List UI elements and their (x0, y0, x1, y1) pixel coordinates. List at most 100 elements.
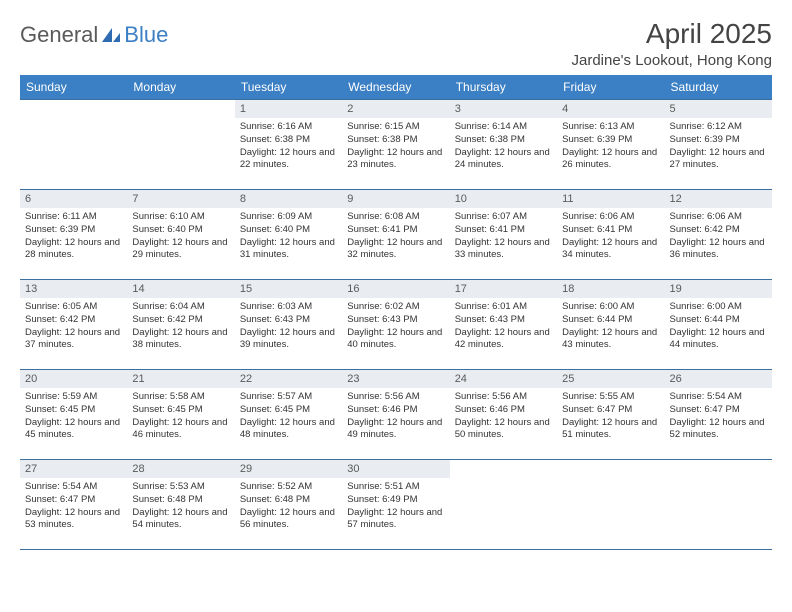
day-details: Sunrise: 6:15 AMSunset: 6:38 PMDaylight:… (342, 118, 449, 176)
calendar-week-row: 27Sunrise: 5:54 AMSunset: 6:47 PMDayligh… (20, 460, 772, 550)
location: Jardine's Lookout, Hong Kong (571, 52, 772, 69)
calendar-day-cell: 23Sunrise: 5:56 AMSunset: 6:46 PMDayligh… (342, 370, 449, 460)
day-details: Sunrise: 6:08 AMSunset: 6:41 PMDaylight:… (342, 208, 449, 266)
day-details: Sunrise: 6:10 AMSunset: 6:40 PMDaylight:… (127, 208, 234, 266)
day-details: Sunrise: 5:52 AMSunset: 6:48 PMDaylight:… (235, 478, 342, 536)
day-number: 10 (450, 190, 557, 208)
calendar-day-cell: 27Sunrise: 5:54 AMSunset: 6:47 PMDayligh… (20, 460, 127, 550)
calendar-day-cell: 17Sunrise: 6:01 AMSunset: 6:43 PMDayligh… (450, 280, 557, 370)
calendar-day-cell: 28Sunrise: 5:53 AMSunset: 6:48 PMDayligh… (127, 460, 234, 550)
day-number: 15 (235, 280, 342, 298)
day-number: 18 (557, 280, 664, 298)
calendar-day-cell: 29Sunrise: 5:52 AMSunset: 6:48 PMDayligh… (235, 460, 342, 550)
day-details: Sunrise: 6:06 AMSunset: 6:41 PMDaylight:… (557, 208, 664, 266)
weekday-header: Friday (557, 75, 664, 100)
day-number: 9 (342, 190, 449, 208)
calendar-day-cell: 16Sunrise: 6:02 AMSunset: 6:43 PMDayligh… (342, 280, 449, 370)
calendar-day-cell: 26Sunrise: 5:54 AMSunset: 6:47 PMDayligh… (665, 370, 772, 460)
calendar-day-cell: 21Sunrise: 5:58 AMSunset: 6:45 PMDayligh… (127, 370, 234, 460)
day-details: Sunrise: 6:06 AMSunset: 6:42 PMDaylight:… (665, 208, 772, 266)
calendar-day-cell: 12Sunrise: 6:06 AMSunset: 6:42 PMDayligh… (665, 190, 772, 280)
logo-text-general: General (20, 22, 98, 48)
day-number: 28 (127, 460, 234, 478)
calendar-day-cell: 18Sunrise: 6:00 AMSunset: 6:44 PMDayligh… (557, 280, 664, 370)
day-number: 12 (665, 190, 772, 208)
day-number: 3 (450, 100, 557, 118)
calendar-day-cell: 20Sunrise: 5:59 AMSunset: 6:45 PMDayligh… (20, 370, 127, 460)
calendar-day-cell: 4Sunrise: 6:13 AMSunset: 6:39 PMDaylight… (557, 100, 664, 190)
calendar-day-cell: 25Sunrise: 5:55 AMSunset: 6:47 PMDayligh… (557, 370, 664, 460)
day-number: 26 (665, 370, 772, 388)
day-number: 21 (127, 370, 234, 388)
calendar-week-row: 20Sunrise: 5:59 AMSunset: 6:45 PMDayligh… (20, 370, 772, 460)
calendar-week-row: 13Sunrise: 6:05 AMSunset: 6:42 PMDayligh… (20, 280, 772, 370)
weekday-header-row: SundayMondayTuesdayWednesdayThursdayFrid… (20, 75, 772, 100)
calendar-day-cell: 10Sunrise: 6:07 AMSunset: 6:41 PMDayligh… (450, 190, 557, 280)
month-title: April 2025 (571, 18, 772, 50)
calendar-day-cell: 6Sunrise: 6:11 AMSunset: 6:39 PMDaylight… (20, 190, 127, 280)
calendar-day-cell: 15Sunrise: 6:03 AMSunset: 6:43 PMDayligh… (235, 280, 342, 370)
weekday-header: Thursday (450, 75, 557, 100)
calendar-day-cell: 19Sunrise: 6:00 AMSunset: 6:44 PMDayligh… (665, 280, 772, 370)
day-number: 30 (342, 460, 449, 478)
calendar-day-cell: 14Sunrise: 6:04 AMSunset: 6:42 PMDayligh… (127, 280, 234, 370)
day-details: Sunrise: 5:54 AMSunset: 6:47 PMDaylight:… (665, 388, 772, 446)
day-details: Sunrise: 5:53 AMSunset: 6:48 PMDaylight:… (127, 478, 234, 536)
weekday-header: Tuesday (235, 75, 342, 100)
header: General Blue April 2025 Jardine's Lookou… (20, 18, 772, 69)
calendar-day-cell: .. (20, 100, 127, 190)
day-number: 17 (450, 280, 557, 298)
calendar-day-cell: .. (127, 100, 234, 190)
day-number: 11 (557, 190, 664, 208)
calendar-day-cell: 30Sunrise: 5:51 AMSunset: 6:49 PMDayligh… (342, 460, 449, 550)
day-details: Sunrise: 6:05 AMSunset: 6:42 PMDaylight:… (20, 298, 127, 356)
day-number: 4 (557, 100, 664, 118)
day-details: Sunrise: 5:57 AMSunset: 6:45 PMDaylight:… (235, 388, 342, 446)
day-number: 14 (127, 280, 234, 298)
title-block: April 2025 Jardine's Lookout, Hong Kong (571, 18, 772, 69)
calendar-day-cell: 7Sunrise: 6:10 AMSunset: 6:40 PMDaylight… (127, 190, 234, 280)
day-details: Sunrise: 6:00 AMSunset: 6:44 PMDaylight:… (665, 298, 772, 356)
day-details: Sunrise: 6:09 AMSunset: 6:40 PMDaylight:… (235, 208, 342, 266)
day-number: 24 (450, 370, 557, 388)
day-details: Sunrise: 5:56 AMSunset: 6:46 PMDaylight:… (450, 388, 557, 446)
day-number: 8 (235, 190, 342, 208)
calendar-day-cell: 1Sunrise: 6:16 AMSunset: 6:38 PMDaylight… (235, 100, 342, 190)
calendar-day-cell: 5Sunrise: 6:12 AMSunset: 6:39 PMDaylight… (665, 100, 772, 190)
logo-text-blue: Blue (124, 22, 168, 48)
day-details: Sunrise: 6:03 AMSunset: 6:43 PMDaylight:… (235, 298, 342, 356)
day-details: Sunrise: 6:11 AMSunset: 6:39 PMDaylight:… (20, 208, 127, 266)
calendar-day-cell: .. (665, 460, 772, 550)
calendar-day-cell: .. (450, 460, 557, 550)
calendar-day-cell: 22Sunrise: 5:57 AMSunset: 6:45 PMDayligh… (235, 370, 342, 460)
day-details: Sunrise: 5:58 AMSunset: 6:45 PMDaylight:… (127, 388, 234, 446)
calendar-week-row: ....1Sunrise: 6:16 AMSunset: 6:38 PMDayl… (20, 100, 772, 190)
calendar-day-cell: 24Sunrise: 5:56 AMSunset: 6:46 PMDayligh… (450, 370, 557, 460)
day-number: 6 (20, 190, 127, 208)
day-number: 1 (235, 100, 342, 118)
day-details: Sunrise: 5:54 AMSunset: 6:47 PMDaylight:… (20, 478, 127, 536)
day-details: Sunrise: 6:13 AMSunset: 6:39 PMDaylight:… (557, 118, 664, 176)
day-number: 20 (20, 370, 127, 388)
day-number: 29 (235, 460, 342, 478)
day-details: Sunrise: 6:16 AMSunset: 6:38 PMDaylight:… (235, 118, 342, 176)
logo-sail-icon (100, 26, 122, 44)
day-number: 2 (342, 100, 449, 118)
day-number: 7 (127, 190, 234, 208)
day-details: Sunrise: 6:00 AMSunset: 6:44 PMDaylight:… (557, 298, 664, 356)
calendar-day-cell: 3Sunrise: 6:14 AMSunset: 6:38 PMDaylight… (450, 100, 557, 190)
day-details: Sunrise: 5:59 AMSunset: 6:45 PMDaylight:… (20, 388, 127, 446)
calendar-day-cell: 2Sunrise: 6:15 AMSunset: 6:38 PMDaylight… (342, 100, 449, 190)
day-number: 25 (557, 370, 664, 388)
day-number: 19 (665, 280, 772, 298)
day-details: Sunrise: 5:55 AMSunset: 6:47 PMDaylight:… (557, 388, 664, 446)
calendar-day-cell: 11Sunrise: 6:06 AMSunset: 6:41 PMDayligh… (557, 190, 664, 280)
weekday-header: Sunday (20, 75, 127, 100)
day-details: Sunrise: 6:02 AMSunset: 6:43 PMDaylight:… (342, 298, 449, 356)
day-details: Sunrise: 6:07 AMSunset: 6:41 PMDaylight:… (450, 208, 557, 266)
day-details: Sunrise: 6:14 AMSunset: 6:38 PMDaylight:… (450, 118, 557, 176)
day-details: Sunrise: 6:04 AMSunset: 6:42 PMDaylight:… (127, 298, 234, 356)
day-details: Sunrise: 6:01 AMSunset: 6:43 PMDaylight:… (450, 298, 557, 356)
day-number: 22 (235, 370, 342, 388)
weekday-header: Saturday (665, 75, 772, 100)
